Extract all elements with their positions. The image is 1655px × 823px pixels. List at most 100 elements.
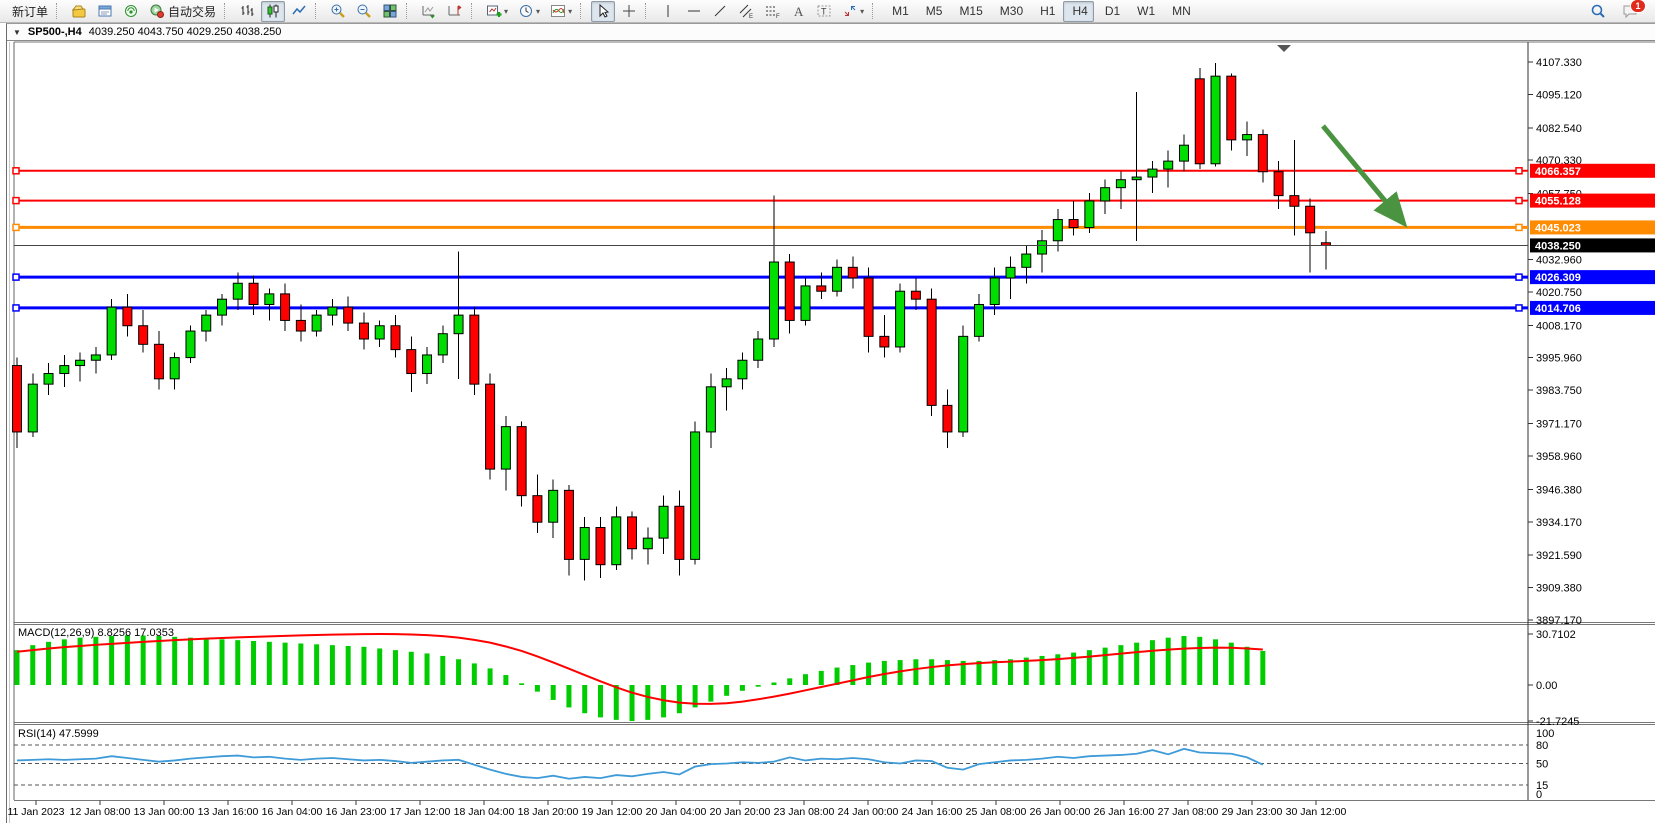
timeframe-H4-button[interactable]: H4 bbox=[1063, 0, 1094, 22]
timeframe-D1-button[interactable]: D1 bbox=[1096, 1, 1126, 22]
candle-down bbox=[12, 365, 22, 433]
zoom-in-button[interactable] bbox=[326, 1, 350, 22]
macd-histogram-bar bbox=[913, 659, 919, 685]
navigator-button[interactable] bbox=[119, 1, 143, 22]
macd-histogram-bar bbox=[534, 685, 540, 692]
candle-up bbox=[832, 266, 843, 292]
dropdown-arrow-icon[interactable]: ▾ bbox=[568, 6, 573, 16]
autotrading-button[interactable]: 自动交易 bbox=[145, 1, 220, 22]
support-line-2-handle[interactable] bbox=[1515, 304, 1523, 312]
new-chart-button[interactable]: ▾ bbox=[482, 1, 512, 22]
date-label: 20 Jan 20:00 bbox=[710, 806, 771, 818]
svg-text:E: E bbox=[749, 14, 753, 19]
vertical-line-tool-button[interactable] bbox=[656, 1, 680, 22]
candle-up bbox=[311, 314, 322, 332]
macd-histogram-bar bbox=[597, 685, 603, 718]
candle-down bbox=[406, 349, 417, 375]
support-line-1-handle[interactable] bbox=[12, 273, 20, 281]
macd-histogram-bar bbox=[708, 685, 714, 702]
candle-up bbox=[753, 338, 764, 361]
navigator-icon bbox=[123, 3, 139, 19]
macd-histogram-bar bbox=[219, 639, 225, 685]
macd-histogram-bar bbox=[550, 685, 556, 700]
text-label-tool-button[interactable]: T bbox=[812, 1, 836, 22]
bar-chart-button[interactable] bbox=[235, 1, 259, 22]
dropdown-arrow-icon[interactable]: ▾ bbox=[536, 6, 541, 16]
resistance-line-1-handle[interactable] bbox=[12, 167, 20, 175]
timeframe-M1-button[interactable]: M1 bbox=[883, 1, 915, 22]
macd-histogram-bar bbox=[739, 685, 745, 691]
resistance-line-2-handle[interactable] bbox=[1515, 196, 1523, 205]
dropdown-arrow-icon[interactable]: ▾ bbox=[860, 6, 865, 16]
timeframe-MN-button[interactable]: MN bbox=[1163, 1, 1197, 22]
resistance-line-2-handle[interactable] bbox=[12, 196, 20, 205]
resistance-line-1-handle[interactable] bbox=[1515, 167, 1523, 175]
trend-arrow[interactable] bbox=[1321, 124, 1408, 228]
candle-up bbox=[1021, 253, 1032, 268]
new-order-button[interactable]: 新订单 bbox=[5, 1, 52, 22]
support-line-1-chip-label: 4026.309 bbox=[1535, 272, 1581, 284]
price-tick-label: 3971.170 bbox=[1536, 419, 1582, 431]
macd-histogram-bar bbox=[1197, 636, 1203, 685]
toolbar-separator bbox=[872, 3, 879, 19]
notifications-button[interactable]: 1 bbox=[1618, 0, 1646, 22]
arrows-tool-button[interactable]: ▾ bbox=[838, 1, 868, 22]
collapse-chart-icon[interactable]: ▼ bbox=[13, 27, 21, 37]
date-label: 16 Jan 23:00 bbox=[326, 806, 387, 818]
text-tool-button[interactable]: A bbox=[786, 1, 810, 22]
timeframe-M15-button[interactable]: M15 bbox=[950, 1, 988, 22]
timeframe-M5-button[interactable]: M5 bbox=[917, 1, 949, 22]
candlestick-chart-button[interactable] bbox=[261, 0, 286, 22]
dropdown-arrow-icon[interactable]: ▾ bbox=[504, 6, 509, 16]
market-watch-button[interactable] bbox=[93, 1, 117, 22]
chart-shift-marker[interactable] bbox=[1277, 45, 1291, 52]
fibonacci-tool-button[interactable]: F bbox=[760, 1, 784, 22]
new-chart-icon bbox=[486, 3, 502, 19]
macd-histogram-bar bbox=[187, 637, 193, 685]
button-label: D1 bbox=[1104, 4, 1121, 18]
chart-shift-button[interactable] bbox=[443, 1, 467, 22]
macd-histogram-bar bbox=[724, 685, 730, 696]
macd-histogram-bar bbox=[1134, 642, 1140, 685]
pivot-line-handle[interactable] bbox=[12, 223, 20, 232]
periods-button[interactable]: ▾ bbox=[514, 1, 544, 22]
svg-text:A: A bbox=[794, 4, 804, 19]
timeframe-M30-button[interactable]: M30 bbox=[991, 1, 1029, 22]
candle-down bbox=[295, 319, 306, 332]
zoom-out-button[interactable] bbox=[352, 1, 376, 22]
candle-up bbox=[1115, 179, 1126, 189]
candle-down bbox=[532, 495, 543, 523]
candle-down bbox=[1068, 219, 1079, 228]
candle-up bbox=[611, 516, 622, 566]
channel-tool-button[interactable]: E bbox=[734, 1, 758, 22]
price-chart-svg[interactable]: 4107.3304095.1204082.5404070.3304057.750… bbox=[7, 41, 1655, 823]
timeframe-H1-button[interactable]: H1 bbox=[1031, 1, 1061, 22]
macd-histogram-bar bbox=[850, 665, 856, 685]
crosshair-tool-button[interactable] bbox=[617, 1, 641, 22]
support-line-1-handle[interactable] bbox=[1515, 273, 1523, 281]
auto-scroll-button[interactable] bbox=[417, 1, 441, 22]
pivot-line-chip bbox=[1530, 220, 1655, 235]
macd-histogram-bar bbox=[929, 659, 935, 685]
indicators-button[interactable]: ▾ bbox=[546, 1, 576, 22]
candle-down bbox=[390, 325, 401, 351]
candle-down bbox=[879, 335, 890, 348]
candle-up bbox=[327, 306, 338, 316]
line-chart-button[interactable] bbox=[287, 1, 311, 22]
search-button[interactable] bbox=[1586, 1, 1610, 22]
candle-down bbox=[1273, 171, 1284, 197]
cursor-tool-button[interactable] bbox=[591, 0, 616, 22]
pivot-line-handle[interactable] bbox=[1515, 223, 1523, 232]
horizontal-line-tool-button[interactable] bbox=[682, 1, 706, 22]
trendline-tool-button[interactable] bbox=[708, 1, 732, 22]
macd-histogram-bar bbox=[487, 668, 493, 685]
macd-histogram-bar bbox=[440, 655, 446, 685]
timeframe-W1-button[interactable]: W1 bbox=[1128, 1, 1161, 22]
macd-histogram-bar bbox=[282, 642, 288, 685]
profiles-button[interactable] bbox=[67, 1, 91, 22]
macd-histogram-bar bbox=[61, 639, 67, 685]
candle-up bbox=[895, 290, 906, 348]
tile-windows-button[interactable] bbox=[378, 1, 402, 22]
support-line-2-handle[interactable] bbox=[12, 304, 20, 312]
candle-up bbox=[169, 357, 180, 380]
